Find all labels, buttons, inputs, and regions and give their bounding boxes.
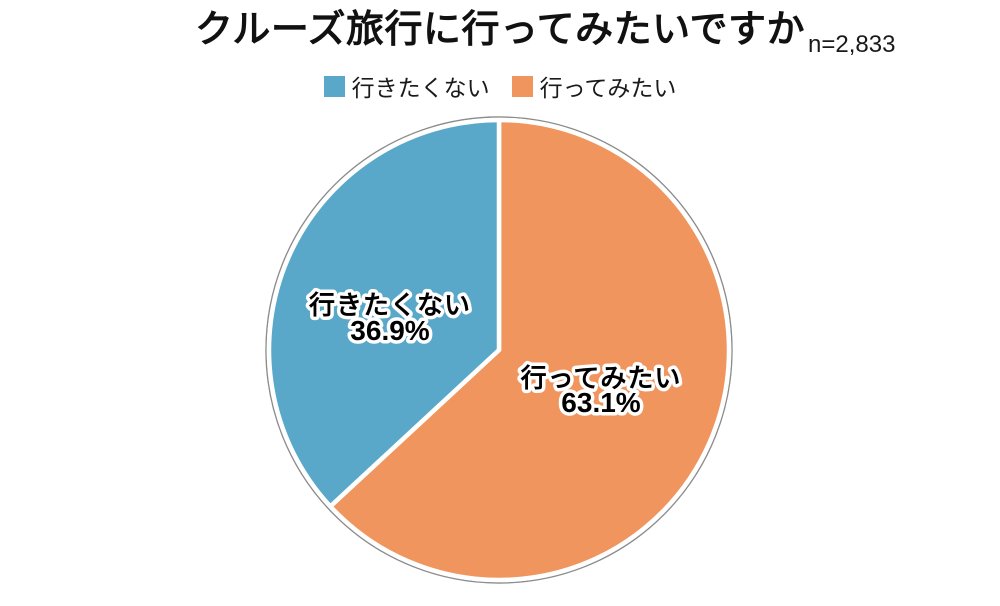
slice-percent-text: 36.9% [350, 315, 429, 346]
pie-label-dont-want-to-go: 行きたくない 36.9% [304, 287, 473, 350]
legend-swatch-orange [511, 75, 533, 97]
pie-label-want-to-go: 行ってみたい 63.1% [516, 360, 684, 422]
chart-header: クルーズ旅行に行ってみたいですか [0, 8, 1000, 54]
sample-size-label: n=2,833 [808, 31, 896, 58]
slice-percent-text: 63.1% [561, 387, 640, 418]
chart-legend: 行きたくない 行ってみたい [0, 69, 1000, 103]
legend-swatch-blue [323, 75, 345, 97]
legend-label: 行ってみたい [539, 75, 677, 101]
pie-outline-ring [265, 116, 733, 584]
slice-label-text: 行ってみたい [520, 363, 682, 393]
legend-label: 行きたくない [351, 75, 490, 101]
legend-item-want-to-go: 行ってみたい [511, 69, 677, 103]
chart-title: クルーズ旅行に行ってみたいですか [195, 9, 805, 51]
pie-slice-want-to-go [328, 117, 732, 583]
legend-item-dont-want-to-go: 行きたくない [323, 69, 490, 103]
pie-slice-dont-want-to-go [266, 117, 502, 509]
slice-label-text: 行きたくない [308, 290, 471, 320]
